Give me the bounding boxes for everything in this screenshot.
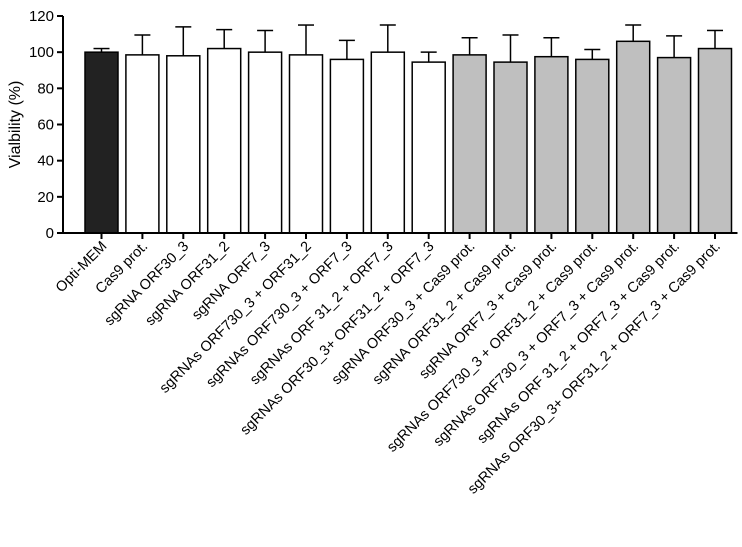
- bar: [206, 47, 242, 234]
- y-tick-label: 80: [37, 80, 54, 97]
- bar: [534, 55, 569, 234]
- bar: [656, 56, 692, 234]
- bar: [370, 51, 406, 234]
- bar: [125, 54, 160, 234]
- y-tick-label: 40: [37, 153, 54, 170]
- y-tick-label: 20: [37, 189, 54, 206]
- bar: [84, 51, 119, 234]
- bar: [411, 61, 446, 234]
- y-tick-label: 60: [37, 117, 54, 134]
- bar: [329, 58, 365, 234]
- bar: [575, 58, 610, 234]
- bar: [288, 54, 324, 234]
- bar: [166, 55, 201, 234]
- bar: [247, 51, 283, 234]
- y-tick-label: 0: [46, 225, 54, 242]
- y-tick-label: 120: [29, 8, 54, 25]
- bar: [493, 61, 528, 234]
- bar: [697, 47, 733, 234]
- bar: [452, 54, 487, 234]
- y-axis-title: Vialbility (%): [7, 81, 24, 169]
- error-bars: [93, 24, 723, 63]
- bars: [84, 40, 733, 234]
- y-axis-ticks: 0 20 40 60 80 100 120: [29, 8, 63, 242]
- bar: [615, 40, 651, 234]
- y-tick-label: 100: [29, 44, 54, 61]
